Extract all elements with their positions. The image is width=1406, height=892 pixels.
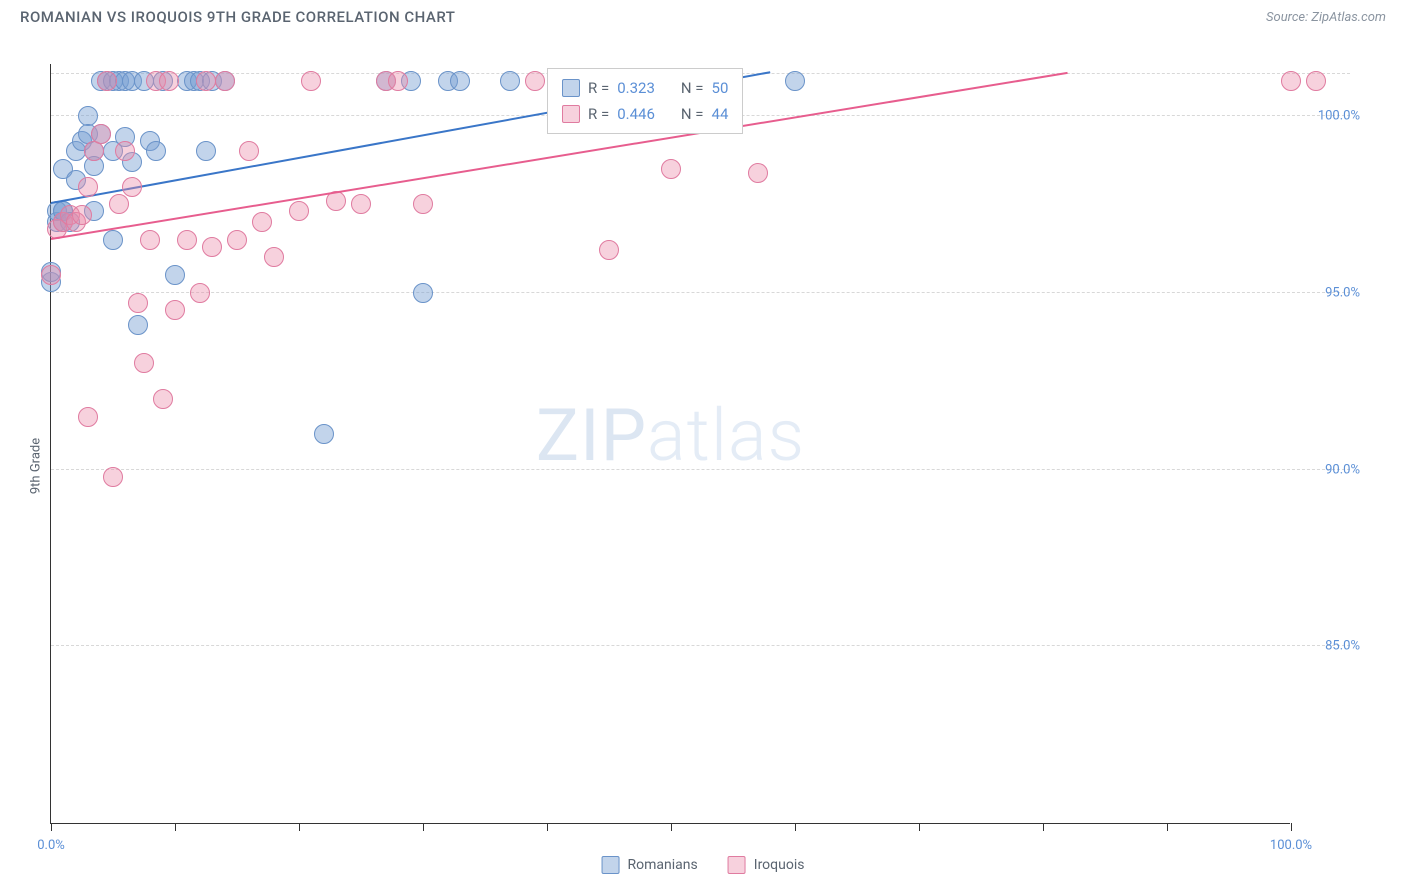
data-point <box>196 141 216 161</box>
x-tick-label: 100.0% <box>1270 838 1312 853</box>
watermark-bold: ZIP <box>536 393 647 478</box>
data-point <box>599 240 619 260</box>
data-point <box>196 71 216 91</box>
n-value: 50 <box>712 75 729 101</box>
x-tick <box>175 823 176 831</box>
gridline <box>51 645 1350 646</box>
data-point <box>84 141 104 161</box>
data-point <box>450 71 470 91</box>
r-value: 0.446 <box>617 101 655 127</box>
data-point <box>128 315 148 335</box>
data-point <box>97 71 117 91</box>
x-tick <box>1043 823 1044 831</box>
data-point <box>1281 71 1301 91</box>
correlation-legend: R = 0.323 N = 50 R = 0.446 N = 44 <box>547 68 743 134</box>
swatch-icon <box>602 856 620 874</box>
data-point <box>146 141 166 161</box>
data-point <box>413 194 433 214</box>
data-point <box>289 201 309 221</box>
data-point <box>1306 71 1326 91</box>
data-point <box>314 424 334 444</box>
data-point <box>103 230 123 250</box>
r-label: R = <box>588 75 609 101</box>
swatch-icon <box>562 105 580 123</box>
data-point <box>41 265 61 285</box>
plot-area: ZIPatlas 85.0%90.0%95.0%100.0%0.0%100.0%… <box>50 64 1290 824</box>
r-value: 0.323 <box>617 75 655 101</box>
y-tick-label: 90.0% <box>1325 462 1360 477</box>
data-point <box>227 230 247 250</box>
n-label: N = <box>681 101 704 127</box>
r-label: R = <box>588 101 609 127</box>
x-tick <box>299 823 300 831</box>
correlation-row: R = 0.446 N = 44 <box>562 101 728 127</box>
n-label: N = <box>681 75 704 101</box>
chart-container: 9th Grade ZIPatlas 85.0%90.0%95.0%100.0%… <box>0 40 1406 892</box>
chart-title: ROMANIAN VS IROQUOIS 9TH GRADE CORRELATI… <box>20 8 455 26</box>
x-tick <box>795 823 796 831</box>
x-tick <box>1291 823 1292 831</box>
legend-item-romanians: Romanians <box>602 856 698 874</box>
data-point <box>115 141 135 161</box>
data-point <box>165 300 185 320</box>
data-point <box>785 71 805 91</box>
data-point <box>153 389 173 409</box>
data-point <box>91 124 111 144</box>
x-tick <box>1167 823 1168 831</box>
data-point <box>525 71 545 91</box>
data-point <box>140 230 160 250</box>
x-tick <box>671 823 672 831</box>
watermark: ZIPatlas <box>536 393 805 478</box>
data-point <box>264 247 284 267</box>
legend-item-iroquois: Iroquois <box>728 856 805 874</box>
n-value: 44 <box>712 101 729 127</box>
data-point <box>128 293 148 313</box>
data-point <box>500 71 520 91</box>
x-tick-label: 0.0% <box>37 838 65 853</box>
data-point <box>72 205 92 225</box>
y-tick-label: 95.0% <box>1325 285 1360 300</box>
data-point <box>351 194 371 214</box>
gridline <box>51 292 1350 293</box>
correlation-row: R = 0.323 N = 50 <box>562 75 728 101</box>
watermark-thin: atlas <box>647 393 805 478</box>
data-point <box>215 71 235 91</box>
y-tick-label: 100.0% <box>1318 109 1360 124</box>
data-point <box>177 230 197 250</box>
data-point <box>134 353 154 373</box>
swatch-icon <box>728 856 746 874</box>
bottom-legend: Romanians Iroquois <box>602 856 805 874</box>
data-point <box>159 71 179 91</box>
y-axis-label: 9th Grade <box>29 438 44 494</box>
data-point <box>388 71 408 91</box>
x-tick <box>919 823 920 831</box>
data-point <box>748 163 768 183</box>
data-point <box>165 265 185 285</box>
data-point <box>413 283 433 303</box>
data-point <box>301 71 321 91</box>
data-point <box>78 407 98 427</box>
gridline <box>51 469 1350 470</box>
data-point <box>122 177 142 197</box>
x-tick <box>547 823 548 831</box>
data-point <box>103 467 123 487</box>
data-point <box>190 283 210 303</box>
data-point <box>78 177 98 197</box>
data-point <box>202 237 222 257</box>
data-point <box>239 141 259 161</box>
source-label: Source: ZipAtlas.com <box>1266 10 1386 25</box>
legend-label: Romanians <box>628 857 698 873</box>
y-tick-label: 85.0% <box>1325 639 1360 654</box>
data-point <box>661 159 681 179</box>
data-point <box>252 212 272 232</box>
x-tick <box>51 823 52 831</box>
x-tick <box>423 823 424 831</box>
swatch-icon <box>562 79 580 97</box>
legend-label: Iroquois <box>754 857 805 873</box>
data-point <box>109 194 129 214</box>
